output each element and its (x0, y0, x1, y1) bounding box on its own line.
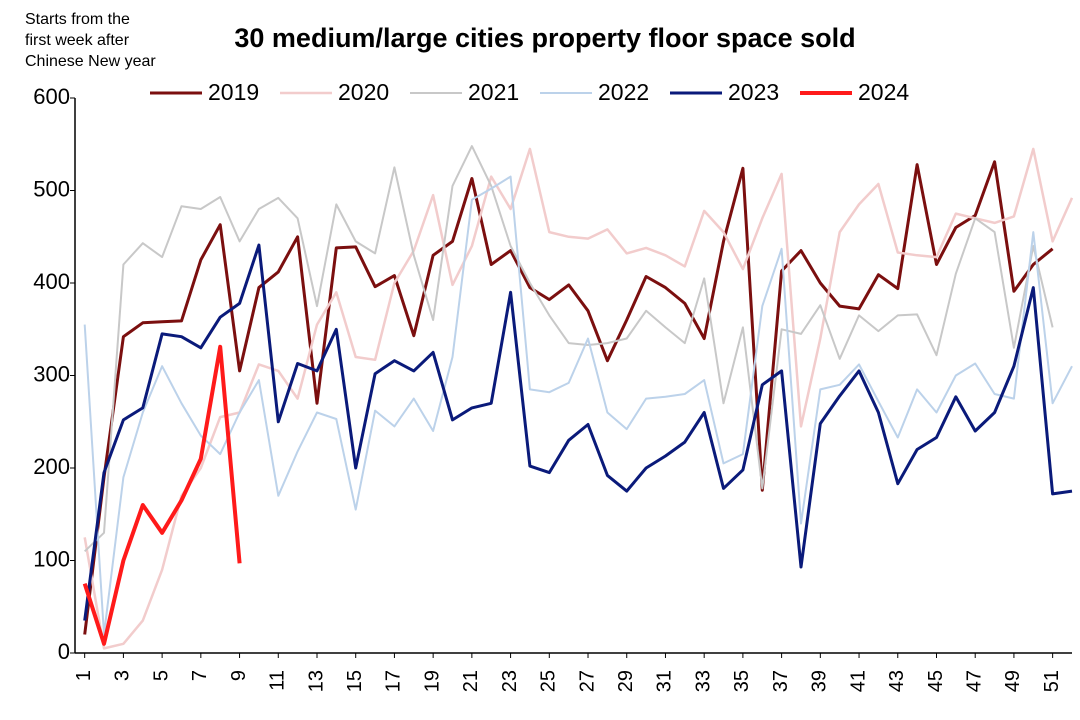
x-tick-label: 33 (692, 670, 714, 692)
legend-label: 2022 (598, 79, 649, 105)
x-tick-label: 15 (344, 670, 366, 692)
x-tick-label: 49 (1002, 670, 1024, 692)
series-line (83, 147, 1074, 650)
x-tick-label: 1 (73, 670, 95, 681)
legend-label: 2024 (858, 79, 909, 105)
series-line (83, 160, 1054, 635)
y-tick-label: 300 (33, 361, 70, 386)
note: Starts from the (25, 11, 130, 28)
x-tick-label: 21 (460, 670, 482, 692)
y-tick-label: 0 (58, 639, 70, 664)
y-tick-label: 500 (33, 176, 70, 201)
x-tick-label: 7 (189, 670, 211, 681)
legend-label: 2020 (338, 79, 389, 105)
x-tick-label: 5 (150, 670, 172, 681)
x-tick-label: 9 (228, 670, 250, 681)
x-tick-label: 29 (615, 670, 637, 692)
x-tick-label: 45 (925, 670, 947, 692)
x-tick-label: 3 (112, 670, 134, 681)
chart-title: 30 medium/large cities property floor sp… (234, 23, 855, 53)
legend-label: 2021 (468, 79, 519, 105)
y-tick-label: 100 (33, 546, 70, 571)
note: Chinese New year (25, 53, 156, 70)
x-tick-label: 35 (731, 670, 753, 692)
legend-label: 2023 (728, 79, 779, 105)
note: first week after (25, 32, 130, 49)
x-tick-label: 25 (538, 670, 560, 692)
series-line (83, 243, 1073, 621)
x-tick-label: 47 (963, 670, 985, 692)
legend-label: 2019 (208, 79, 259, 105)
x-tick-label: 23 (499, 670, 521, 692)
x-tick-label: 19 (421, 670, 443, 692)
x-tick-label: 11 (267, 670, 289, 691)
x-tick-label: 13 (305, 670, 327, 692)
x-tick-label: 43 (886, 670, 908, 692)
y-tick-label: 200 (33, 454, 70, 479)
y-tick-label: 600 (33, 84, 70, 109)
series-line (84, 145, 1054, 553)
x-tick-label: 41 (847, 670, 869, 692)
x-tick-label: 17 (383, 670, 405, 692)
x-tick-label: 39 (809, 670, 831, 692)
y-tick-label: 400 (33, 269, 70, 294)
x-tick-label: 37 (770, 670, 792, 692)
series-line (83, 175, 1073, 636)
x-tick-label: 31 (654, 670, 676, 692)
x-tick-label: 51 (1041, 670, 1063, 692)
series-line (82, 344, 242, 646)
x-tick-label: 27 (576, 670, 598, 692)
